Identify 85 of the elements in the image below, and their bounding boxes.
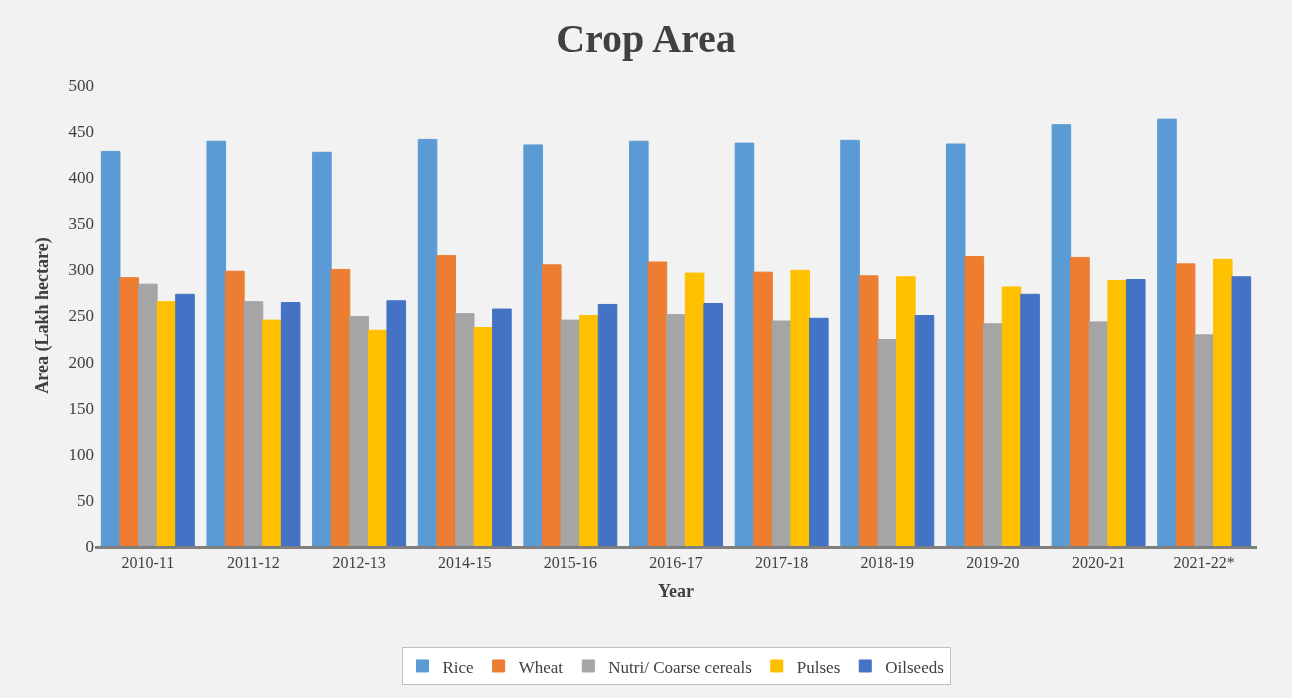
x-tick-label: 2020-21 (1071, 554, 1126, 572)
bar (858, 275, 879, 546)
bar (523, 144, 543, 546)
x-tick-label: 2019-20 (966, 554, 1020, 572)
x-tick-label: 2010-11 (121, 554, 175, 572)
y-tick-label: 50 (77, 490, 94, 510)
bar (597, 303, 618, 546)
x-tick-label: 2015-16 (543, 554, 598, 572)
chart-title: Crop Area (556, 16, 736, 62)
legend-label: Wheat (518, 657, 564, 677)
legend-label: Pulses (796, 657, 841, 677)
bar (100, 150, 121, 546)
y-tick-label: 250 (68, 306, 94, 326)
bar (436, 255, 456, 546)
bar (175, 293, 195, 546)
bar (1051, 124, 1072, 546)
bar (629, 140, 649, 546)
bar (330, 268, 351, 546)
x-tick-label: 2011-12 (227, 554, 280, 572)
y-tick-label: 200 (68, 352, 94, 372)
bar (1088, 321, 1109, 546)
bar (1194, 334, 1214, 546)
bar (280, 302, 301, 546)
bar (964, 255, 985, 546)
y-tick-label: 500 (68, 75, 94, 95)
y-tick-label: 450 (68, 122, 94, 142)
bar (156, 301, 177, 546)
legend-label: Oilseeds (885, 657, 944, 677)
bar (138, 283, 158, 546)
y-tick-label: 400 (68, 168, 94, 188)
bar (579, 315, 599, 546)
x-tick-label: 2018-19 (860, 554, 914, 572)
y-tick-label: 150 (68, 398, 94, 418)
bar (877, 338, 898, 546)
bar (349, 315, 369, 546)
bar (1107, 279, 1127, 546)
bar (367, 329, 388, 546)
bar (225, 270, 245, 546)
bar (666, 314, 686, 546)
bar (262, 319, 282, 546)
y-tick-label: 350 (68, 214, 94, 234)
x-tick-label: 2014-15 (438, 554, 492, 572)
bar (1125, 279, 1146, 546)
y-axis-title: Area (Lakh hectare) (31, 237, 53, 394)
bar (790, 269, 811, 546)
y-tick-label: 0 (85, 536, 94, 556)
bar (1157, 118, 1177, 546)
x-tick-label: 2016-17 (649, 554, 703, 572)
bar (312, 151, 332, 546)
bar (840, 139, 860, 546)
x-tick-label: 2012-13 (332, 554, 386, 572)
bar (684, 272, 705, 546)
bar (119, 277, 140, 546)
bar (771, 320, 792, 546)
legend-label: Nutri/ Coarse cereals (608, 657, 752, 677)
bar (809, 317, 829, 546)
bar (417, 138, 438, 546)
x-tick-label: 2017-18 (754, 554, 809, 572)
y-tick-label: 300 (68, 260, 94, 280)
bar (734, 142, 755, 546)
bar (945, 143, 966, 546)
bar (1212, 258, 1233, 546)
bar (1231, 276, 1252, 546)
bar (914, 315, 935, 546)
bar (1070, 256, 1090, 546)
bar (560, 319, 581, 546)
bar (753, 271, 773, 546)
bar (1001, 286, 1022, 546)
bar (386, 300, 407, 546)
legend-label: Rice (442, 657, 474, 677)
x-axis-title: Year (658, 581, 694, 602)
y-tick-label: 100 (68, 444, 94, 464)
bar (896, 276, 916, 546)
bar (983, 323, 1003, 546)
bar (243, 301, 264, 546)
bar (1020, 293, 1040, 546)
bar (647, 261, 668, 546)
bar (206, 140, 227, 546)
x-tick-label: 2021-22* (1173, 554, 1235, 572)
bar (454, 313, 475, 546)
bar (703, 303, 723, 546)
bar (492, 308, 512, 546)
bar (541, 264, 562, 546)
bar (1175, 263, 1196, 546)
bar (473, 326, 494, 546)
